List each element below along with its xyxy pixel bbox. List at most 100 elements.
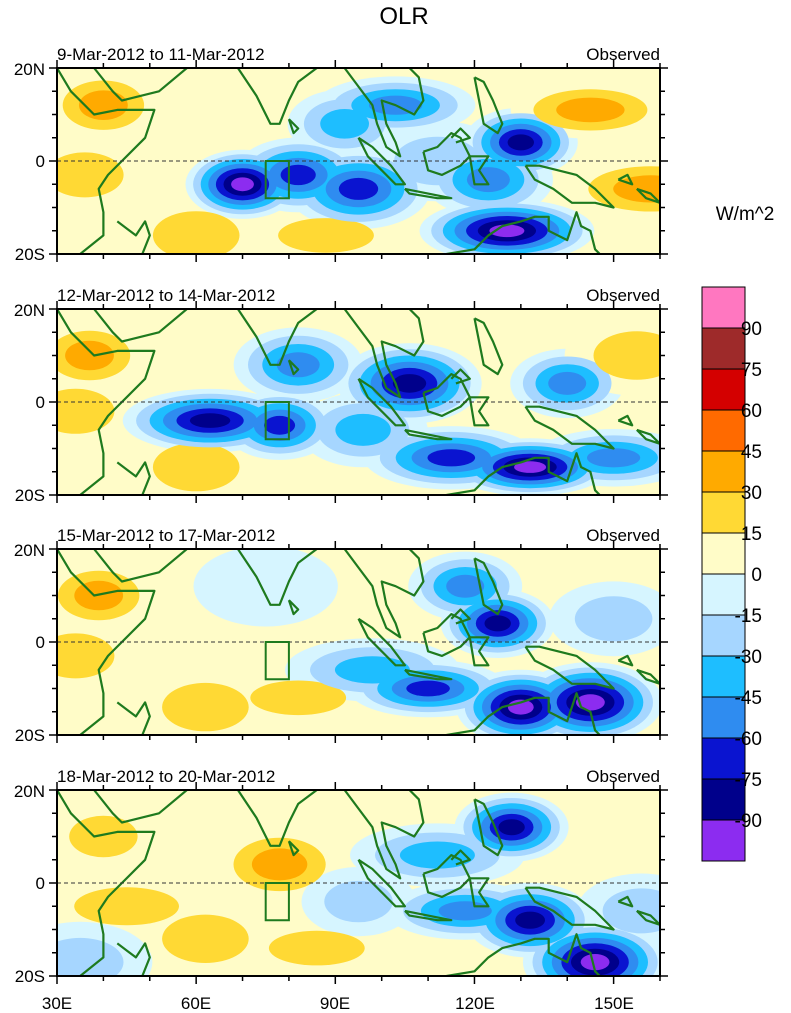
colorbar-label-45: 45	[741, 442, 762, 463]
coastline	[287, 599, 300, 616]
coastline	[404, 428, 453, 441]
coastline	[473, 317, 504, 376]
coastline	[357, 377, 406, 427]
olr-anomaly-blob	[466, 167, 510, 193]
colorbar-label-minus15: -15	[735, 606, 762, 627]
coastline	[450, 608, 471, 625]
colorbar-label-minus60: -60	[735, 729, 762, 750]
olr-anomaly-blob	[264, 415, 296, 435]
olr-anomaly-blob	[320, 109, 369, 139]
panel-2-frame	[49, 301, 668, 503]
panel-3-observed-tag: Observed	[586, 526, 660, 545]
panel-3-field	[57, 549, 660, 735]
colorbar-boxes	[701, 286, 746, 862]
olr-anomaly-blob	[278, 218, 374, 253]
coastline	[617, 654, 634, 667]
olr-anomaly-blob	[74, 887, 179, 926]
colorbar-box	[701, 737, 746, 780]
colorbar-label-60: 60	[741, 401, 762, 422]
coastline	[468, 877, 490, 908]
colorbar-box	[701, 778, 746, 821]
olr-anomaly-blob	[65, 340, 114, 371]
olr-anomaly-blob	[57, 152, 124, 198]
panel-2: 12-Mar-2012 to 14-Mar-2012 Observed 20N …	[14, 286, 668, 505]
colorbar-box	[701, 491, 746, 534]
olr-anomaly-blob	[152, 442, 240, 492]
coastline	[236, 790, 318, 847]
colorbar-box	[701, 286, 746, 329]
olr-anomaly-blob	[446, 574, 485, 598]
olr-anomaly-blob	[193, 549, 338, 627]
olr-anomaly-blob	[406, 680, 450, 697]
coastline	[236, 68, 318, 125]
coastline	[617, 414, 634, 427]
olr-anomaly-blob	[280, 164, 316, 186]
coastline	[357, 858, 406, 908]
coastline	[524, 405, 615, 450]
panel-4-label: 18-Mar-2012 to 20-Mar-2012	[57, 767, 275, 786]
x-tick-90e: 90E	[320, 994, 350, 1013]
chart-title: OLR	[379, 3, 428, 30]
coastline	[57, 309, 156, 495]
coastline	[404, 909, 453, 922]
coastline	[617, 895, 634, 908]
x-tick-150e: 150E	[594, 994, 634, 1013]
panel-4: 18-Mar-2012 to 20-Mar-2012 Observed 20N …	[14, 767, 668, 1013]
colorbar-labels: 90 75 60 45 30 15 0 -15 -30 -45 -60 -75 …	[735, 319, 762, 832]
colorbar-label-minus45: -45	[735, 688, 762, 709]
colorbar-box	[701, 327, 746, 370]
colorbar-box	[701, 573, 746, 616]
coastline	[445, 933, 602, 976]
coastline	[468, 396, 490, 427]
panel-4-field	[57, 790, 660, 976]
coastline	[116, 461, 151, 495]
panel-1: 9-Mar-2012 to 11-Mar-2012 Observed 20N 0…	[14, 45, 668, 264]
coastline	[93, 68, 188, 102]
colorbar-box	[701, 409, 746, 452]
coastline	[287, 840, 300, 857]
coastline	[343, 68, 425, 158]
coastline	[57, 790, 156, 976]
coastline	[445, 211, 602, 254]
olr-anomaly-blob	[399, 841, 475, 869]
olr-anomaly-blob	[250, 680, 347, 716]
region-box	[264, 160, 290, 200]
coastline	[636, 187, 660, 204]
olr-anomaly-blob	[548, 371, 587, 395]
panel-4-ytick-0: 0	[36, 874, 45, 893]
olr-anomaly-blob	[268, 930, 365, 966]
coastline	[236, 549, 318, 606]
colorbar-box	[701, 696, 746, 739]
olr-anomaly-blob	[593, 331, 660, 380]
coastline	[473, 76, 504, 135]
coastline	[93, 549, 188, 583]
x-tick-60e: 60E	[181, 994, 211, 1013]
olr-anomaly-blob	[498, 819, 525, 836]
coastline	[404, 187, 453, 200]
olr-anomaly-blob	[338, 177, 379, 200]
region-box	[264, 401, 290, 441]
panel-2-ytick-0: 0	[36, 393, 45, 412]
olr-anomaly-blob	[335, 413, 391, 446]
coastline	[357, 617, 406, 667]
coastline	[57, 68, 156, 254]
olr-anomaly-blob	[324, 880, 393, 923]
region-box	[264, 641, 290, 681]
olr-anomaly-blob	[515, 911, 545, 929]
coastline	[116, 220, 151, 254]
olr-anomaly-blob	[57, 388, 115, 434]
coastline	[116, 701, 151, 735]
panel-1-ytick-0: 0	[36, 152, 45, 171]
coastline	[343, 309, 425, 399]
coastline	[468, 636, 490, 667]
coastline	[236, 309, 318, 366]
coastline	[445, 452, 602, 495]
olr-anomaly-blob	[276, 352, 320, 378]
olr-anomaly-blob	[587, 448, 641, 468]
olr-anomaly-blob	[189, 413, 231, 428]
olr-anomaly-blob	[507, 134, 534, 151]
colorbar-label-minus75: -75	[735, 770, 762, 791]
coastline	[473, 557, 504, 616]
coastline	[93, 309, 188, 343]
panel-1-label: 9-Mar-2012 to 11-Mar-2012	[57, 45, 265, 64]
